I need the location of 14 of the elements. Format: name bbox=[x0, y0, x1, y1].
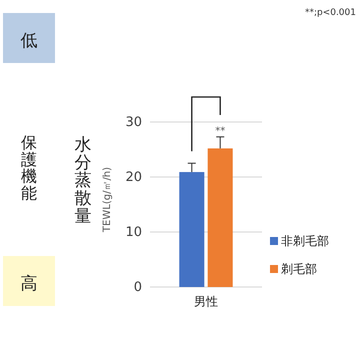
y-tick-label: 0 bbox=[134, 280, 142, 296]
text: 水分蒸散量 bbox=[74, 135, 92, 226]
y-tick-label: 10 bbox=[125, 225, 142, 240]
y-tick-label: 20 bbox=[125, 170, 142, 186]
x-tick-label: 男性 bbox=[194, 294, 218, 309]
legend-label: 剃毛部 bbox=[281, 262, 317, 276]
text: 低 bbox=[20, 31, 38, 51]
text: **;p<0.001 bbox=[304, 8, 356, 18]
y-tick-label: 30 bbox=[125, 115, 142, 130]
text: 高 bbox=[20, 274, 38, 294]
text: 保護機能 bbox=[21, 133, 37, 202]
legend-label: 非剃毛部 bbox=[281, 234, 329, 248]
y-axis-title: TEWL(g/㎡/h) bbox=[102, 166, 113, 234]
annotation: ** bbox=[215, 126, 226, 137]
